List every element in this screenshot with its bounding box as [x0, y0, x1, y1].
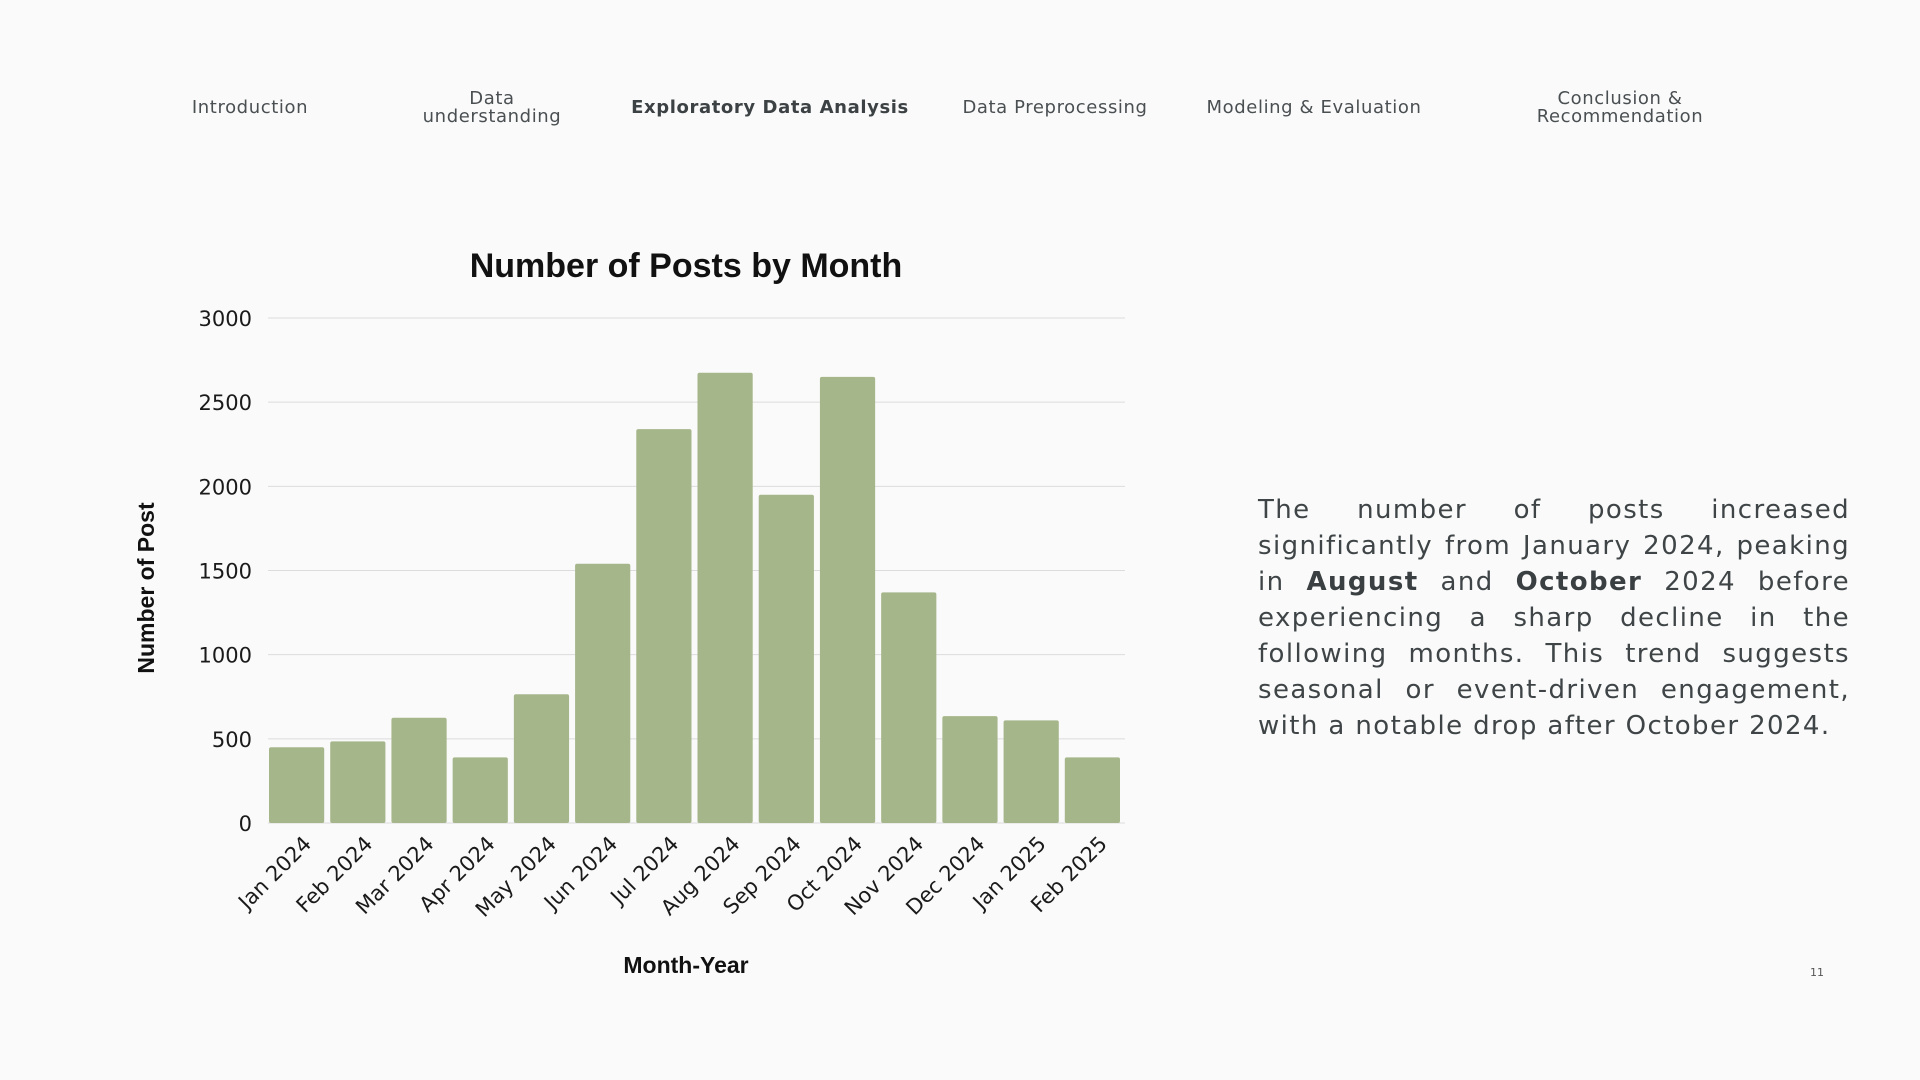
nav-data-preprocessing[interactable]: Data Preprocessing: [962, 97, 1148, 118]
y-tick-label: 1500: [199, 560, 252, 584]
description-text-2: and: [1418, 567, 1516, 597]
y-tick-label: 1000: [199, 644, 252, 668]
y-tick-label: 500: [212, 728, 252, 752]
page-number: 11: [1810, 966, 1824, 979]
description-highlight-august: August: [1306, 567, 1419, 597]
bar: [330, 741, 386, 823]
posts-by-month-chart: Number of Posts by Month 0 500 1000 1500 200…: [133, 247, 1125, 978]
nav-modeling-evaluation[interactable]: Modeling & Evaluation: [1206, 97, 1422, 118]
bar: [575, 563, 631, 823]
bar: [1003, 720, 1059, 823]
y-tick-label: 2000: [199, 475, 252, 499]
bar: [452, 757, 508, 823]
top-navigation: Introduction Data understanding Explorat…: [0, 86, 1920, 130]
chart-title: Number of Posts by Month: [470, 247, 903, 285]
bar: [881, 592, 937, 823]
nav-data-understanding[interactable]: Data understanding: [422, 88, 562, 127]
y-tick-label: 0: [239, 812, 252, 836]
bar: [1064, 757, 1120, 823]
bar: [942, 716, 998, 823]
description-text-1: The number of posts increased significan…: [1258, 495, 1850, 597]
bars: [269, 372, 1120, 823]
y-axis-ticks: 0 500 1000 1500 2000 2500 3000: [199, 307, 252, 836]
bar: [819, 376, 876, 823]
description-highlight-october: October: [1515, 567, 1643, 597]
bar: [697, 372, 753, 823]
description-text-3: 2024 before experiencing a sharp decline…: [1258, 567, 1850, 741]
chart-description: The number of posts increased significan…: [1258, 492, 1850, 744]
bar: [636, 429, 692, 823]
x-axis-label: Month-Year: [623, 952, 748, 978]
bar: [513, 694, 570, 823]
bar: [391, 717, 447, 823]
y-tick-label: 2500: [199, 391, 252, 415]
y-tick-label: 3000: [199, 307, 252, 331]
y-axis-label: Number of Post: [133, 502, 159, 674]
bar: [758, 494, 814, 823]
nav-conclusion-recommendation[interactable]: Conclusion & Recommendation: [1536, 88, 1704, 127]
nav-introduction[interactable]: Introduction: [191, 97, 309, 118]
nav-exploratory-data-analysis[interactable]: Exploratory Data Analysis: [631, 97, 909, 118]
bar: [269, 747, 325, 823]
